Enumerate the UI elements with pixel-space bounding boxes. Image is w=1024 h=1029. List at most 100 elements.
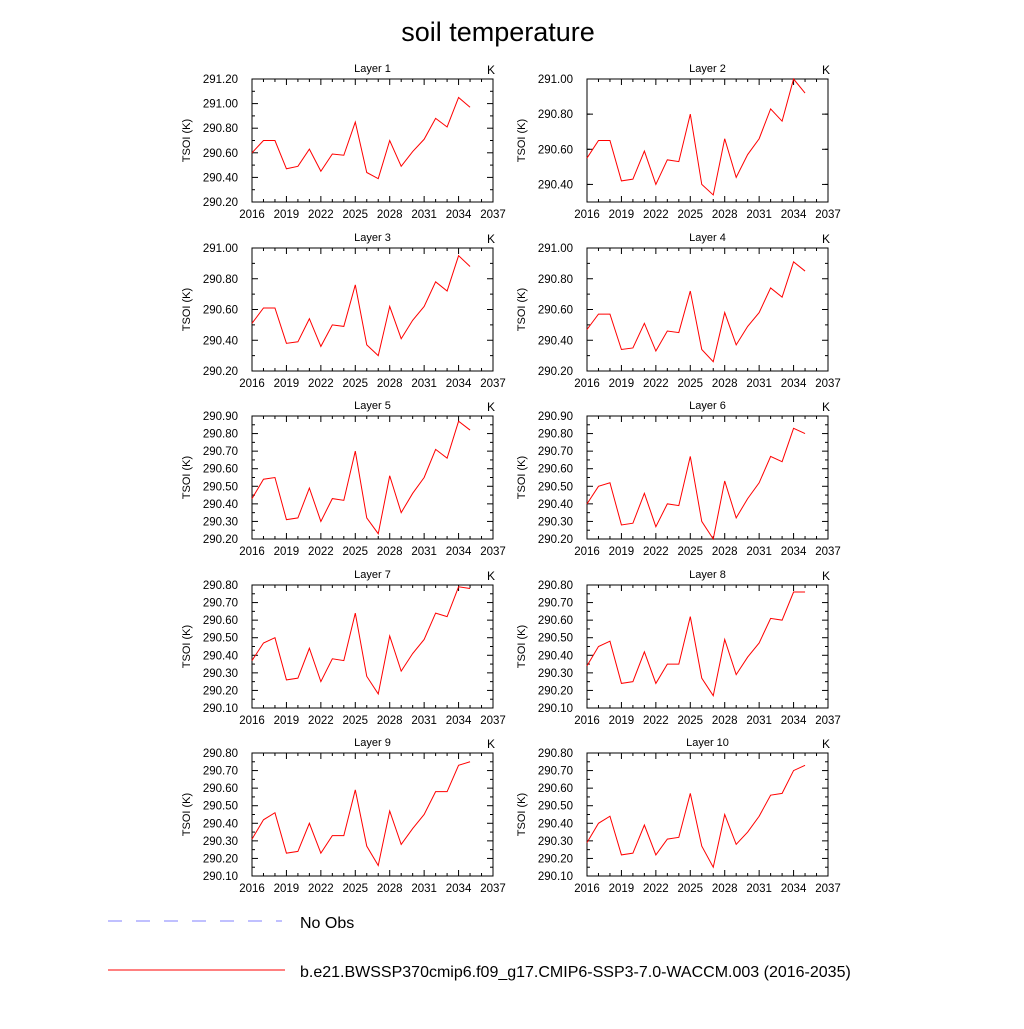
x-tick-label: 2016 [574,209,600,221]
x-tick-label: 2019 [274,378,300,390]
y-tick-label: 290.90 [203,411,238,423]
panel-layer-8: Layer 8 K TSOI (K) 2016 2019 2022 2025 2028 2031… [516,569,841,727]
x-tick-label: 2025 [677,209,703,221]
series-line [251,420,471,535]
y-tick-label: 290.60 [203,615,238,627]
panel-units: K [487,737,495,751]
x-tick-label: 2019 [609,715,635,727]
x-tick-label: 2019 [609,378,635,390]
x-tick-label: 2016 [574,378,600,390]
y-tick-label: 290.20 [203,534,238,546]
x-tick-label: 2022 [308,715,334,727]
y-tick-label: 290.30 [203,668,238,680]
x-tick-label: 2037 [815,883,841,895]
x-tick-label: 2022 [308,883,334,895]
x-tick-label: 2037 [480,715,506,727]
x-tick-label: 2034 [446,378,472,390]
x-tick-label: 2028 [712,378,738,390]
y-axis-label: TSOI (K) [181,456,193,499]
x-tick-label: 2031 [746,209,772,221]
x-tick-label: 2019 [274,209,300,221]
y-tick-label: 290.70 [538,598,573,610]
series-line [586,591,806,697]
panel-title: Layer 2 [689,63,726,75]
panel-title: Layer 10 [686,737,729,749]
panel-units: K [487,232,495,246]
x-tick-label: 2019 [609,883,635,895]
x-tick-label: 2037 [815,546,841,558]
y-tick-label: 290.20 [538,853,573,865]
y-tick-label: 290.10 [538,703,573,715]
y-tick-label: 290.10 [203,703,238,715]
y-axis-label: TSOI (K) [516,119,528,162]
y-tick-label: 290.40 [538,818,573,830]
x-tick-label: 2034 [781,209,807,221]
x-tick-label: 2016 [574,715,600,727]
y-tick-label: 290.10 [203,871,238,883]
y-tick-label: 290.60 [538,615,573,627]
plot-frame [251,752,494,877]
x-tick-label: 2025 [677,715,703,727]
panel-title: Layer 3 [354,232,391,244]
x-tick-label: 2031 [411,883,437,895]
y-tick-label: 290.50 [538,481,573,493]
x-tick-label: 2034 [446,546,472,558]
x-tick-label: 2031 [411,715,437,727]
panel-title: Layer 7 [354,569,391,581]
panel-units: K [487,400,495,414]
y-tick-label: 290.60 [538,305,573,317]
y-tick-label: 290.70 [538,766,573,778]
y-tick-label: 290.50 [203,633,238,645]
x-tick-label: 2016 [574,546,600,558]
y-tick-label: 291.20 [203,74,238,86]
y-tick-label: 290.60 [538,783,573,795]
series-line [251,96,471,180]
y-axis-label: TSOI (K) [181,625,193,668]
panel-title: Layer 9 [354,737,391,749]
x-tick-label: 2028 [712,209,738,221]
y-tick-label: 290.30 [203,836,238,848]
series-line [586,764,806,869]
y-tick-label: 290.80 [203,580,238,592]
y-tick-label: 290.40 [203,650,238,662]
y-tick-label: 290.30 [203,516,238,528]
panel-units: K [487,63,495,77]
x-tick-label: 2019 [274,883,300,895]
plot-frame [251,247,494,372]
x-tick-label: 2028 [377,715,403,727]
x-tick-label: 2019 [609,546,635,558]
x-tick-label: 2037 [815,209,841,221]
plot-frame [586,78,829,203]
x-tick-label: 2025 [342,209,368,221]
x-tick-label: 2016 [239,715,265,727]
panel-title: Layer 6 [689,400,726,412]
x-tick-label: 2016 [239,378,265,390]
y-tick-label: 290.80 [203,274,238,286]
y-tick-label: 290.40 [203,499,238,511]
y-axis-label: TSOI (K) [516,793,528,836]
x-tick-label: 2034 [446,209,472,221]
x-tick-label: 2037 [480,378,506,390]
panel-title: Layer 5 [354,400,391,412]
y-tick-label: 291.00 [203,243,238,255]
y-tick-label: 291.00 [203,99,238,111]
x-tick-label: 2037 [480,209,506,221]
series-line [251,254,471,357]
x-tick-label: 2022 [643,715,669,727]
plot-frame [586,584,829,709]
y-axis-label: TSOI (K) [516,456,528,499]
y-tick-label: 290.40 [203,818,238,830]
series-line [586,260,806,363]
y-tick-label: 290.40 [538,499,573,511]
x-tick-label: 2022 [643,378,669,390]
x-tick-label: 2025 [342,883,368,895]
x-tick-label: 2031 [746,715,772,727]
x-tick-label: 2028 [377,546,403,558]
x-tick-label: 2034 [446,883,472,895]
series-line [251,761,471,867]
plot-frame [251,78,494,203]
y-tick-label: 290.60 [538,144,573,156]
y-tick-label: 290.90 [538,411,573,423]
panel-units: K [822,400,830,414]
x-tick-label: 2028 [377,883,403,895]
